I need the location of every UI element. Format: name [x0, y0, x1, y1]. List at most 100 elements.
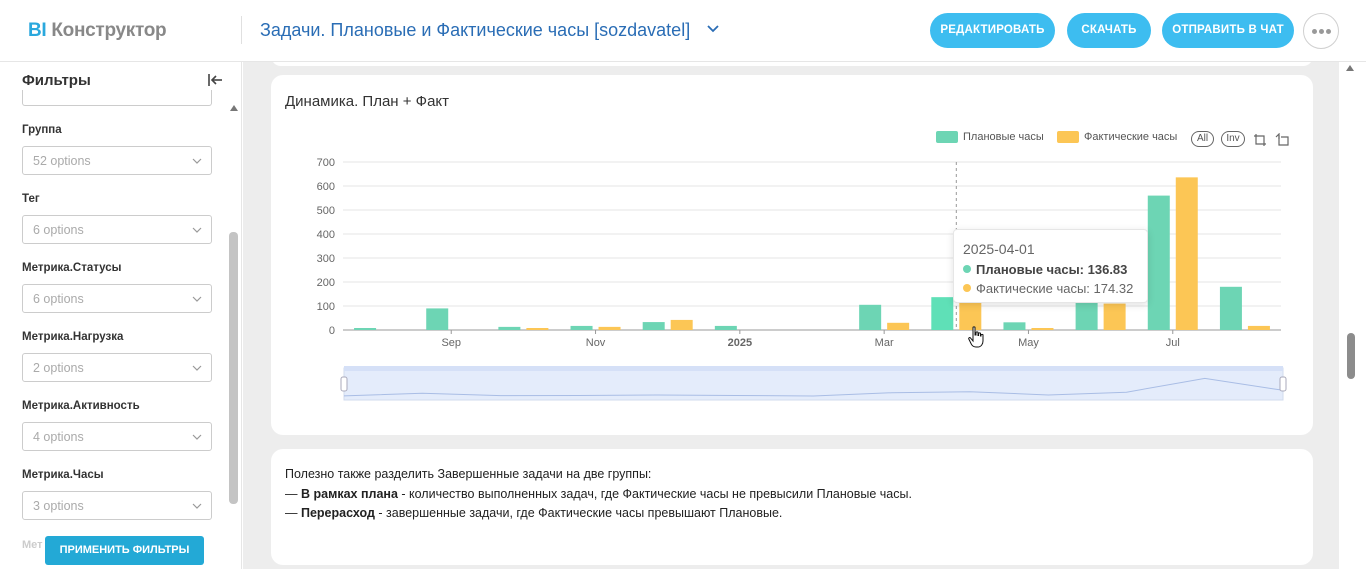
- scroll-up-arrow-icon[interactable]: [230, 105, 238, 111]
- bar-planned[interactable]: [1075, 301, 1098, 330]
- bar-planned[interactable]: [498, 326, 521, 330]
- bar-actual[interactable]: [1031, 328, 1054, 330]
- tooltip-planned-value: 136.83: [1087, 262, 1128, 277]
- bar-planned[interactable]: [354, 328, 377, 330]
- tooltip-actual-label: Фактические часы:: [976, 281, 1090, 296]
- bar-actual[interactable]: [1247, 325, 1270, 330]
- filter-select-placeholder: 2 options: [33, 361, 84, 375]
- bar-planned[interactable]: [714, 325, 737, 330]
- bar-actual[interactable]: [1103, 303, 1126, 330]
- previous-card-edge: [271, 62, 1313, 66]
- x-tick-label: May: [1018, 337, 1039, 349]
- x-tick-label: 2025: [728, 337, 752, 349]
- main-content: Динамика. План + Факт Плановые часы Факт…: [243, 62, 1339, 569]
- zoom-reset-icon[interactable]: [1275, 133, 1289, 147]
- bar-actual[interactable]: [598, 326, 621, 330]
- logo-bi: BI: [28, 20, 47, 41]
- x-tick-label: Sep: [441, 337, 461, 349]
- bar-planned[interactable]: [931, 297, 954, 330]
- filter-select[interactable]: 6 options: [22, 215, 212, 244]
- filter-label: Метрика.Активность: [22, 400, 140, 412]
- tooltip-actual-value: 174.32: [1093, 281, 1134, 296]
- data-zoom-right-handle[interactable]: [1279, 376, 1287, 392]
- legend-inverse-button[interactable]: Inv: [1221, 131, 1245, 147]
- bar-planned[interactable]: [1147, 195, 1170, 330]
- page-scroll-up-arrow-icon[interactable]: [1346, 65, 1354, 71]
- bar-actual[interactable]: [526, 328, 549, 330]
- filter-select[interactable]: 3 options: [22, 491, 212, 520]
- bar-planned[interactable]: [570, 325, 593, 330]
- chevron-down-icon: [192, 158, 202, 164]
- legend-select-all-button[interactable]: All: [1191, 131, 1214, 147]
- data-zoom-left-handle[interactable]: [340, 376, 348, 392]
- more-dot-icon: [1319, 29, 1324, 34]
- chevron-down-icon: [192, 503, 202, 509]
- top-header: BI Конструктор Задачи. Плановые и Фактич…: [0, 0, 1366, 62]
- filter-select[interactable]: 2 options: [22, 353, 212, 382]
- zoom-select-icon[interactable]: [1253, 133, 1267, 147]
- filters-title: Фильтры: [22, 72, 91, 89]
- description-line-3: — Перерасход - завершенные задачи, где Ф…: [285, 506, 782, 520]
- y-tick-label: 400: [317, 229, 335, 241]
- send-to-chat-button[interactable]: ОТПРАВИТЬ В ЧАТ: [1162, 13, 1294, 48]
- bar-actual[interactable]: [887, 322, 910, 330]
- logo[interactable]: BI Конструктор: [28, 20, 167, 42]
- sidebar-scrollbar-thumb[interactable]: [229, 232, 238, 504]
- legend-item-actual[interactable]: Фактические часы: [1057, 131, 1178, 144]
- bar-planned[interactable]: [859, 304, 882, 330]
- chevron-down-icon: [192, 434, 202, 440]
- legend-swatch-actual: [1057, 131, 1079, 144]
- legend-swatch-planned: [936, 131, 958, 144]
- more-dot-icon: [1326, 29, 1331, 34]
- page-scrollbar-thumb[interactable]: [1347, 333, 1355, 379]
- x-tick-label: Jul: [1166, 337, 1180, 349]
- chevron-down-icon[interactable]: [706, 21, 720, 35]
- description-text-overrun: - завершенные задачи, где Фактические ча…: [374, 506, 783, 520]
- tooltip-date: 2025-04-01: [963, 241, 1035, 257]
- bar-planned[interactable]: [1219, 286, 1242, 330]
- filter-label: Метрика.Нагрузка: [22, 331, 124, 343]
- chevron-down-icon: [192, 227, 202, 233]
- description-line-2: — В рамках плана - количество выполненны…: [285, 487, 912, 501]
- y-tick-label: 300: [317, 253, 335, 265]
- filter-select[interactable]: 6 options: [22, 284, 212, 313]
- x-tick-label: Nov: [586, 337, 606, 349]
- more-dot-icon: [1312, 29, 1317, 34]
- description-bold-overrun: Перерасход: [300, 506, 375, 520]
- hand-cursor-icon: [968, 326, 984, 348]
- chart-title: Динамика. План + Факт: [285, 93, 450, 110]
- filter-select-partial[interactable]: [22, 90, 212, 106]
- download-button[interactable]: СКАЧАТЬ: [1067, 13, 1151, 48]
- filters-sidebar: Фильтры Группа 52 options Тег 6 options Метр…: [0, 62, 242, 569]
- legend-label-planned: Плановые часы: [963, 131, 1044, 143]
- bar-planned[interactable]: [642, 322, 665, 330]
- bar-actual[interactable]: [670, 319, 693, 330]
- legend-label-actual: Фактические часы: [1084, 131, 1178, 143]
- description-dash-1: —: [285, 487, 301, 501]
- filter-label-truncated: Мет: [22, 539, 43, 551]
- filter-select-placeholder: 6 options: [33, 223, 84, 237]
- filter-select-placeholder: 3 options: [33, 499, 84, 513]
- y-tick-label: 600: [317, 181, 335, 193]
- bar-planned[interactable]: [426, 308, 449, 330]
- filter-label: Группа: [22, 124, 62, 136]
- bar-actual[interactable]: [1175, 177, 1198, 330]
- edit-button[interactable]: РЕДАКТИРОВАТЬ: [930, 13, 1055, 48]
- bar-planned[interactable]: [1003, 322, 1026, 330]
- filter-label: Метрика.Часы: [22, 469, 104, 481]
- more-options-button[interactable]: [1303, 13, 1339, 49]
- apply-filters-button[interactable]: ПРИМЕНИТЬ ФИЛЬТРЫ: [45, 536, 204, 565]
- page-title[interactable]: Задачи. Плановые и Фактические часы [soz…: [260, 20, 691, 40]
- legend-item-planned[interactable]: Плановые часы: [936, 131, 1044, 144]
- collapse-sidebar-icon[interactable]: [206, 72, 224, 88]
- filter-select[interactable]: 4 options: [22, 422, 212, 451]
- filter-select[interactable]: 52 options: [22, 146, 212, 175]
- y-tick-label: 200: [317, 277, 335, 289]
- description-bold-in-plan: В рамках плана: [300, 487, 398, 501]
- chart-tooltip: 2025-04-01 Плановые часы: 136.83 Фактиче…: [953, 229, 1148, 303]
- tooltip-dot-planned: [963, 265, 971, 273]
- data-zoom-top-bar[interactable]: [344, 366, 1283, 371]
- bar-chart[interactable]: 0 100 200 300 400 500 600 700 Sep Nov 2025 Mar May Ju…: [271, 75, 1313, 435]
- page-scrollbar[interactable]: [1339, 62, 1366, 569]
- header-divider: [241, 16, 242, 44]
